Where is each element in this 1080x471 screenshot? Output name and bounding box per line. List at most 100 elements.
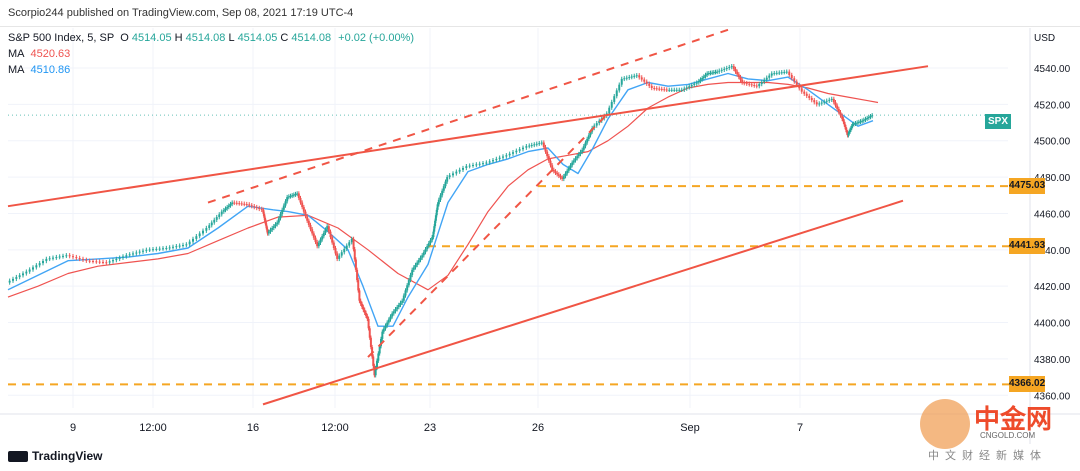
candle-body	[815, 102, 818, 105]
tradingview-logo[interactable]: TradingView	[8, 449, 102, 463]
candle-body	[748, 83, 751, 85]
candle-body	[142, 250, 144, 252]
dashed-trendline	[367, 112, 609, 358]
candle-body	[231, 202, 234, 205]
candle-body	[292, 194, 295, 196]
candle-body	[432, 231, 435, 238]
candle-body	[465, 166, 468, 168]
candle-body	[638, 75, 641, 78]
solid-trendline	[7, 65, 929, 208]
candle-body	[286, 197, 289, 202]
candle-body	[743, 82, 746, 84]
candle-body	[530, 144, 533, 146]
candle-body	[728, 67, 731, 69]
candle-body	[734, 68, 737, 72]
ma1-label: MA	[8, 48, 25, 60]
candle-body	[282, 205, 285, 210]
candle-body	[345, 245, 348, 249]
candle-body	[665, 89, 668, 91]
candle-body	[389, 316, 392, 320]
candle-body	[260, 208, 263, 210]
legend-ma2-row[interactable]: MA 4510.86	[8, 62, 414, 78]
candle-body	[579, 151, 582, 155]
candle-body	[243, 203, 246, 205]
legend-ohlc-row: S&P 500 Index, 5, SP O 4514.05 H 4514.08 L…	[8, 30, 414, 46]
candle-body	[302, 207, 305, 212]
candle-body	[832, 98, 835, 103]
candle-body	[316, 241, 319, 247]
candle-body	[683, 88, 686, 90]
candle-body	[384, 325, 387, 329]
candle-body	[411, 269, 414, 275]
candle-body	[697, 81, 700, 83]
symbol-label[interactable]: S&P 500 Index, 5, SP	[8, 32, 115, 44]
candle-body	[32, 267, 34, 270]
watermark-url: CNGOLD.COM	[980, 431, 1036, 440]
high-value: 4514.08	[185, 32, 226, 44]
candle-body	[495, 158, 498, 161]
currency-label[interactable]: USD	[1034, 33, 1055, 44]
candle-body	[653, 88, 656, 89]
candle-body	[648, 83, 651, 86]
legend-ma1-row[interactable]: MA 4520.63	[8, 46, 414, 62]
candle-body	[336, 253, 339, 259]
candle-body	[361, 303, 363, 307]
candle-body	[165, 248, 168, 249]
open-key: O	[120, 32, 129, 44]
candle-body	[374, 368, 377, 376]
candle-body	[768, 75, 771, 78]
x-axis[interactable]: 9 12:00 16 12:00 23 26 Sep 7	[70, 422, 803, 434]
dashed-trendline	[207, 28, 729, 204]
candle-body	[628, 77, 631, 79]
candle-body	[28, 269, 31, 272]
candle-body	[299, 198, 302, 203]
candle-body	[35, 265, 38, 268]
watermark-name: 中金网	[974, 405, 1053, 435]
candle-body	[549, 160, 552, 166]
candle-body	[790, 74, 793, 79]
candle-body	[340, 252, 343, 256]
candle-body	[446, 177, 449, 182]
candle-body	[331, 237, 334, 243]
y-tick-label: 4540.00	[1034, 64, 1071, 75]
level-tag-1: 4475.03	[1009, 178, 1045, 195]
candle-body	[227, 205, 230, 208]
candle-body	[808, 95, 811, 98]
candle-body	[718, 70, 721, 72]
candle-body	[138, 251, 141, 253]
candle-body	[274, 224, 277, 227]
candle-body	[326, 226, 329, 230]
candle-body	[775, 72, 778, 74]
candle-body	[269, 229, 272, 232]
candle-body	[321, 236, 324, 240]
candle-body	[250, 205, 253, 207]
candle-body	[750, 84, 753, 86]
candle-body	[849, 129, 852, 132]
candle-body	[377, 353, 380, 361]
candle-body	[640, 77, 643, 80]
candle-body	[373, 365, 376, 376]
symbol-tag: SPX	[985, 114, 1011, 129]
candle-body	[839, 112, 842, 116]
candle-body	[366, 315, 369, 319]
candle-body	[95, 261, 98, 263]
candle-body	[533, 144, 536, 146]
candle-body	[422, 252, 425, 256]
candle-body	[329, 231, 332, 238]
candle-body	[542, 142, 545, 148]
candle-body	[584, 142, 587, 147]
candle-body	[675, 89, 678, 91]
candle-body	[711, 72, 714, 74]
candle-body	[581, 149, 584, 152]
candle-body	[551, 165, 554, 170]
x-tick-label: 12:00	[139, 422, 167, 434]
candle-body	[518, 149, 521, 151]
candle-body	[195, 236, 198, 239]
candle-body	[439, 195, 442, 200]
candle-body	[289, 195, 292, 197]
candle-body	[478, 163, 481, 165]
candle-body	[462, 168, 464, 170]
y-axis[interactable]: 4360.00 4380.00 4400.00 4420.00 4440.00 4460.…	[1034, 64, 1071, 402]
candle-body	[436, 204, 439, 210]
